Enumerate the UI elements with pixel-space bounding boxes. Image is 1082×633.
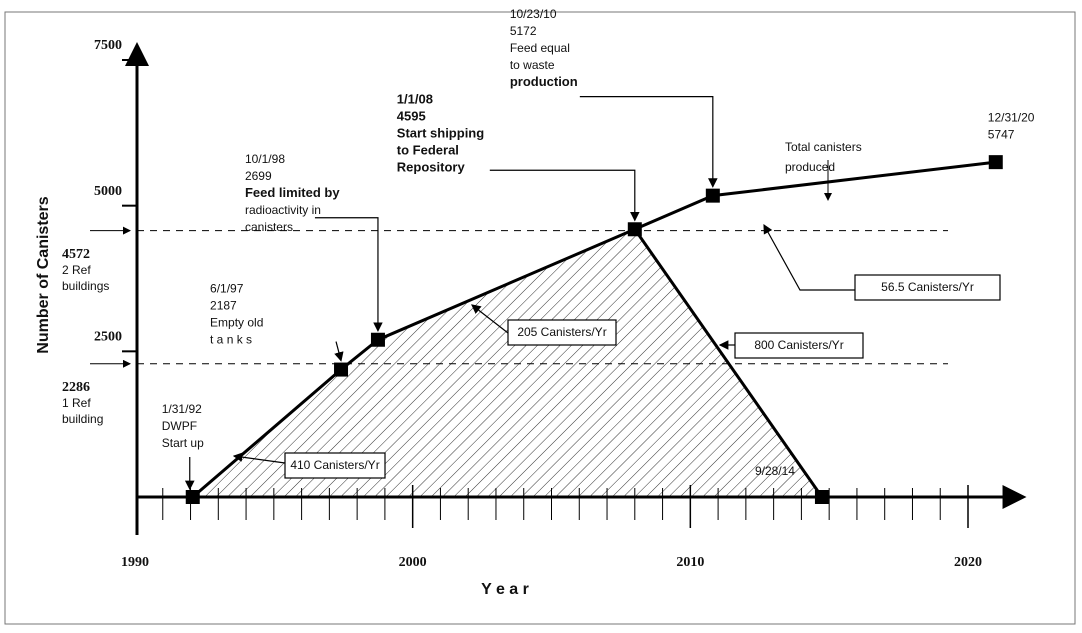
leader-line (334, 341, 344, 362)
x-tick-label: 1990 (121, 555, 149, 570)
point-label: to Federal (397, 143, 459, 158)
data-point (988, 155, 1003, 170)
rate-label: 205 Canisters/Yr (517, 325, 606, 339)
reference-label: 2 Ref (62, 263, 91, 277)
series-line (191, 160, 996, 499)
point-label: Repository (397, 160, 466, 175)
hatched-area (192, 229, 822, 498)
data-point (185, 490, 200, 504)
rate-arrow (232, 452, 286, 464)
note-label: Total canisters (785, 140, 862, 154)
y-tick-label: 5000 (94, 184, 122, 199)
point-label: 2699 (245, 169, 272, 183)
reference-label: building (62, 412, 103, 426)
point-label: 4595 (397, 109, 426, 124)
point-label: to waste (510, 58, 555, 72)
point-label: 6/1/97 (210, 282, 244, 296)
rate-label: 410 Canisters/Yr (290, 458, 379, 472)
point-label: Feed limited by (245, 185, 340, 200)
x-axis-label: Y e a r (481, 581, 529, 598)
point-label: Empty old (210, 316, 263, 330)
y-axis-label: Number of Canisters (35, 196, 52, 353)
point-label: 5172 (510, 24, 537, 38)
y-tick-label: 7500 (94, 38, 122, 53)
data-point (370, 332, 385, 347)
leader-line (314, 217, 383, 332)
point-label: 9/28/14 (755, 464, 795, 478)
point-label: DWPF (162, 419, 197, 433)
point-label: 10/1/98 (245, 152, 285, 166)
point-label: Feed equal (510, 41, 570, 55)
data-point (814, 490, 829, 504)
point-label: canisters (245, 220, 293, 234)
point-label: 1/31/92 (162, 402, 202, 416)
point-label: 5747 (988, 127, 1015, 141)
point-label: 2187 (210, 299, 237, 313)
data-point (705, 188, 720, 203)
reference-label: 4572 (62, 247, 90, 262)
rate-box (854, 274, 1001, 301)
x-tick-label: 2020 (954, 555, 982, 570)
point-label: 10/23/10 (510, 7, 557, 21)
rate-label: 800 Canisters/Yr (754, 338, 843, 352)
rate-label: 56.5 Canisters/Yr (881, 280, 974, 294)
leader-line (579, 96, 718, 188)
x-tick-label: 2010 (676, 555, 704, 570)
reference-label: 1 Ref (62, 396, 91, 410)
note-label: produced (785, 160, 835, 174)
rate-arrow (763, 223, 855, 291)
point-label: Start up (162, 436, 204, 450)
point-label: t a n k s (210, 333, 252, 347)
point-label: Start shipping (397, 126, 484, 141)
point-label: 12/31/20 (988, 110, 1035, 124)
leader-line (489, 169, 640, 222)
rate-arrow (471, 304, 509, 334)
x-tick-label: 2000 (399, 555, 427, 570)
series-line (633, 228, 824, 498)
frame (4, 11, 1076, 625)
reference-label: buildings (62, 279, 109, 293)
rate-box (507, 319, 617, 346)
reference-label: 2286 (62, 380, 90, 395)
y-tick-label: 2500 (94, 330, 122, 345)
data-point (334, 362, 349, 377)
rate-box (284, 452, 386, 479)
point-label: radioactivity in (245, 203, 321, 217)
point-label: production (510, 74, 578, 89)
point-label: 1/1/08 (397, 92, 433, 107)
rate-box (734, 332, 864, 359)
